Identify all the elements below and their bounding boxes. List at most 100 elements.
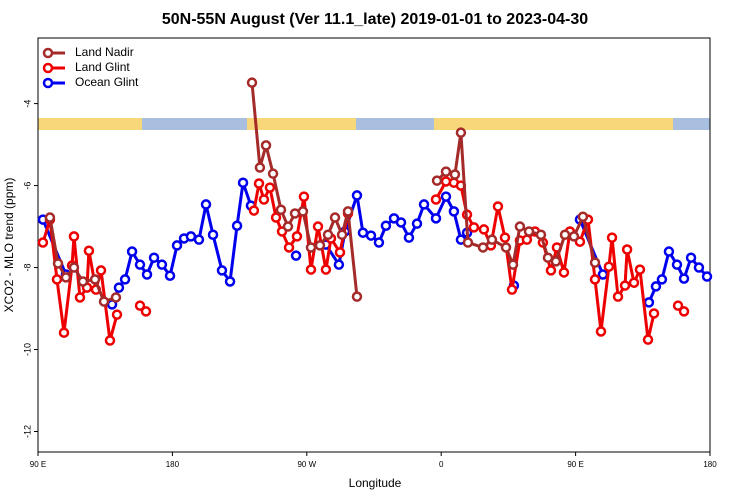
data-point [650,281,662,292]
data-point [603,261,615,272]
x-tick-label: 90 E [30,460,46,469]
chart-title: 50N-55N August (Ver 11.1_late) 2019-01-0… [162,11,588,28]
data-point [506,284,518,295]
y-tick-label: -10 [22,343,32,356]
data-point [514,221,526,232]
data-point [77,276,89,287]
data-point [216,265,228,276]
data-point [550,256,562,267]
data-point [253,178,265,189]
data-point [68,262,80,273]
data-point [297,206,309,217]
data-point [164,270,176,281]
data-point [51,274,63,285]
data-point [119,274,131,285]
data-point [283,242,295,253]
data-point [621,244,633,255]
data-point [305,242,317,253]
data-point [462,237,474,248]
data-point [334,247,346,258]
ocean-strip [673,118,710,130]
data-point [231,220,243,231]
y-tick-label: -6 [22,182,32,190]
data-point [89,274,101,285]
y-tick-label: -8 [22,264,32,272]
data-point [500,242,512,253]
data-point [440,191,452,202]
legend-label: Land Glint [75,60,130,74]
data-point [290,250,302,261]
data-point [663,246,675,257]
series [44,77,601,307]
data-point [365,230,377,241]
data-point [411,218,423,229]
legend-label: Land Nadir [75,45,134,59]
data-point [634,264,646,275]
data-point [333,259,345,270]
data-point [597,269,609,280]
data-point [351,291,363,302]
data-point [440,176,452,187]
data-point [395,217,407,228]
y-tick-label: -4 [22,100,32,108]
data-point [141,269,153,280]
data-point [314,240,326,251]
data-point [200,199,212,210]
data-point [440,166,452,177]
data-point [430,213,442,224]
legend-marker [42,77,54,89]
data-point [322,229,334,241]
data-point [468,222,480,233]
data-point [542,252,554,263]
data-point [612,291,624,302]
data-point [185,231,197,242]
data-point [207,229,219,241]
data-point [523,226,535,237]
data-point [678,306,690,317]
data-point [282,221,294,232]
data-point [83,245,95,256]
data-point [678,273,690,284]
data-point [156,259,168,270]
data-point [672,300,684,311]
data-point [595,326,607,337]
data-point [113,282,125,293]
data-point [254,162,266,173]
data-point [521,234,533,245]
data-point [134,300,146,311]
data-point [507,259,519,270]
data-point [478,224,490,235]
data-point [111,309,123,320]
data-point [648,308,660,319]
x-tick-label: 90 W [297,460,316,469]
data-point [44,212,56,223]
data-point [260,140,272,151]
x-tick-label: 180 [703,460,717,469]
data-point [58,327,70,338]
data-point [431,175,443,186]
data-point [559,229,571,241]
data-point [642,334,654,345]
data-point [403,232,415,243]
x-tick-label: 180 [166,460,180,469]
data-point [298,191,310,202]
data-point [685,252,697,263]
data-point [237,177,249,188]
ocean-strip [142,118,247,130]
data-point [701,271,713,282]
data-point [351,190,363,201]
data-point [342,206,354,217]
data-point [357,227,369,238]
data-point [37,237,49,248]
data-point [60,272,72,283]
data-point [248,205,260,216]
y-tick-label: -12 [22,425,32,438]
data-point [171,240,183,251]
data-point [568,231,580,242]
data-point [477,242,489,253]
x-tick-label: 0 [439,460,444,469]
data-point [140,306,152,317]
data-point [98,296,110,307]
plot-frame [37,37,711,453]
